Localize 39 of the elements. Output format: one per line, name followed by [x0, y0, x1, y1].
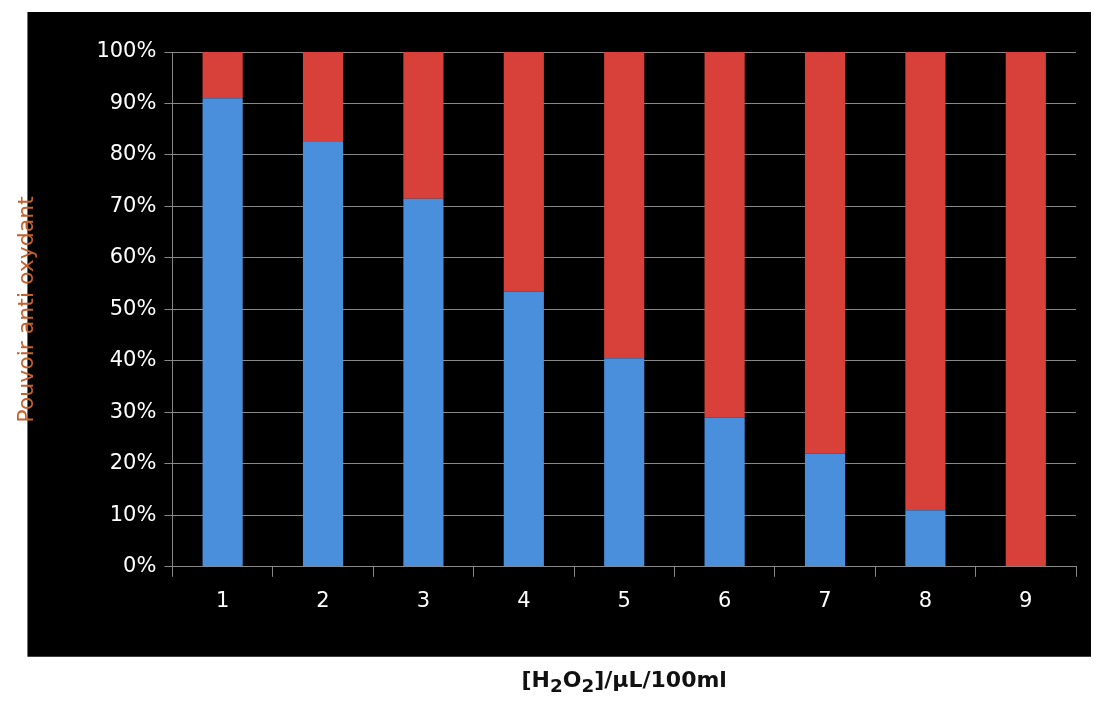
y-tick-label: 20% — [109, 450, 157, 475]
bar — [704, 417, 745, 567]
bar — [202, 98, 243, 567]
x-axis-title: [H$_{2}$O$_{2}$]/μL/100ml — [520, 666, 728, 697]
bar — [604, 52, 645, 359]
y-tick-label: 60% — [109, 244, 157, 269]
bar — [804, 453, 846, 567]
x-tick-label: 5 — [617, 587, 631, 612]
bar — [905, 52, 946, 511]
bar — [202, 52, 243, 99]
y-tick-label: 10% — [109, 501, 157, 526]
bar — [403, 52, 444, 199]
bar — [604, 358, 645, 567]
bar — [503, 291, 544, 567]
y-tick-label: 80% — [109, 141, 157, 166]
y-tick-label: 30% — [109, 398, 157, 423]
x-tick-label: 1 — [215, 587, 230, 612]
bar — [403, 198, 444, 567]
x-tick-label: 4 — [517, 587, 531, 612]
bar — [905, 510, 946, 567]
y-tick-label: 50% — [109, 295, 157, 320]
x-tick-label: 7 — [818, 587, 832, 612]
x-tick-label: 3 — [416, 587, 431, 612]
y-tick-label: 70% — [109, 192, 157, 217]
x-tick-label: 9 — [1019, 587, 1033, 612]
x-tick-label: 6 — [717, 587, 732, 612]
y-tick-label: 0% — [123, 553, 157, 578]
x-tick-label: 8 — [918, 587, 933, 612]
bar — [302, 142, 344, 567]
bar — [704, 52, 745, 418]
bar — [804, 52, 846, 454]
y-axis-title: Pouvoir anti oxydant — [12, 195, 38, 423]
bar — [1005, 52, 1046, 567]
y-tick-label: 90% — [109, 89, 157, 114]
y-tick-label: 100% — [96, 38, 157, 63]
bar — [503, 52, 544, 292]
bar — [302, 52, 344, 143]
y-tick-label: 40% — [109, 347, 157, 372]
x-tick-label: 2 — [316, 587, 330, 612]
